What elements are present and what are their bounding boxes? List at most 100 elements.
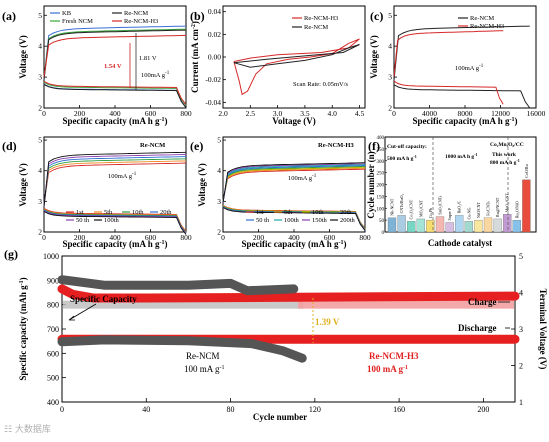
y-tick-label: 5 xyxy=(388,11,392,20)
legend-label: 20th xyxy=(340,209,352,216)
bar xyxy=(426,219,435,233)
x-tick-label: 2.5 xyxy=(246,109,256,118)
x-tick-label: 8000 xyxy=(458,109,473,118)
legend-label: 20th xyxy=(160,209,172,216)
x-axis-label: Cathode catalyst xyxy=(428,238,492,248)
charge-curve xyxy=(222,165,366,203)
bar xyxy=(397,215,406,233)
x-tick-label: 0 xyxy=(60,405,64,414)
voltage-gap-h3: 1.54 V xyxy=(104,63,122,70)
x-tick-label: 12000 xyxy=(491,109,510,118)
this-work-label: This work xyxy=(492,152,517,158)
bar-label: Super P xyxy=(447,207,452,220)
discharge-curve xyxy=(43,207,187,232)
x-tick-label: 40 xyxy=(142,405,150,414)
y-tick-label: 2 xyxy=(217,228,221,237)
y-tick-label: 4 xyxy=(217,166,221,175)
discharge-curve xyxy=(43,210,187,235)
legend: 1st 5th 10th 20th 50 th 100th 150th 200th xyxy=(246,209,356,224)
x-tick-label: 0 xyxy=(42,233,46,242)
y-tick-label: 3 xyxy=(38,73,42,82)
charge-band-re-ncm xyxy=(57,275,299,296)
discharge-curve xyxy=(43,209,187,234)
capacity-band-re-ncm xyxy=(63,300,304,309)
y-tick-label: 200 xyxy=(377,184,385,189)
y-axis-label: Voltage (V) xyxy=(369,35,379,78)
x-tick-label: 800 xyxy=(180,233,192,242)
y-tick-label: 0.00 xyxy=(208,53,221,62)
y-tick-label: 5 xyxy=(217,136,221,145)
legend-label: Re-NCM-H3 xyxy=(124,18,158,25)
y-axis-label: Cycle number (n) xyxy=(366,151,376,218)
charge-curve xyxy=(43,34,187,77)
rate-label: 100mA g-1 xyxy=(108,172,137,180)
charge-curve xyxy=(43,158,187,206)
x-tick-label: 600 xyxy=(145,109,157,118)
y-tick-label: 5 xyxy=(38,11,42,20)
x-tick-label: 0 xyxy=(392,109,396,118)
bar-label: MO₂/CNT xyxy=(418,199,423,217)
y-tick-label: 150 xyxy=(377,195,385,200)
y-tick-label: 400 xyxy=(47,398,59,407)
bar-label: SnO₂/CNTs xyxy=(438,195,443,214)
y-tick-label: 100 xyxy=(377,207,385,212)
y-tick-label: -0.02 xyxy=(205,75,221,84)
panel-label: (e) xyxy=(190,139,203,153)
y-axis-label: Specific capacity (mAh g-1) xyxy=(18,277,28,380)
y2-tick-label: 5 xyxy=(519,252,523,261)
y-tick-label: 3 xyxy=(38,197,42,206)
charge-label: Charge xyxy=(468,297,497,307)
panel-label: (c) xyxy=(370,9,383,23)
charge-curve xyxy=(43,156,187,206)
discharge-curve xyxy=(43,211,187,235)
bar xyxy=(387,217,397,233)
bar-label: Fe/CNTs xyxy=(486,201,491,216)
y-tick-label: 250 xyxy=(377,172,385,177)
x-tick-label: 120 xyxy=(309,405,321,414)
charge-curve xyxy=(393,25,530,81)
y-tick-label: 300 xyxy=(377,160,385,165)
panel-c: (c) 0 4000 8000 12000 16000 2 3 4 5 Specific cap… xyxy=(369,5,546,126)
legend-label: Re-NCM xyxy=(124,10,148,17)
bar xyxy=(407,221,416,233)
y-tick-label: 2 xyxy=(38,228,42,237)
bar xyxy=(464,221,473,233)
re-ncm-h3-label: Re-NCM-H3 xyxy=(369,351,419,361)
formula-label: Co₂Mn₃O₈/CC xyxy=(490,142,524,148)
y-tick-label: 0 xyxy=(382,231,385,236)
charge-curve xyxy=(43,162,187,204)
y-tick-label: 4 xyxy=(38,166,42,175)
charge-curve xyxy=(222,167,366,202)
legend: KB Fresh NCM Re-NCM Re-NCM-H3 xyxy=(50,10,158,25)
panel-label: (g) xyxy=(4,247,18,261)
y2-tick-label: 3 xyxy=(519,325,523,334)
y-tick-label: 0.02 xyxy=(208,30,221,39)
y-tick-label: 4 xyxy=(38,42,42,51)
bar-label: Ru₂O/NiO xyxy=(514,201,519,218)
cv-curve xyxy=(233,44,360,68)
y-tick-label: 600 xyxy=(47,349,59,358)
charge-curve xyxy=(222,166,366,202)
y-tick-label: 900 xyxy=(47,276,59,285)
panel-b: (b) 2.0 2.5 3.0 3.5 4.0 4.5 0.04 0.02 0.00 -0.02 -… xyxy=(190,5,366,126)
y-tick-label: 2 xyxy=(38,104,42,113)
charge-curve xyxy=(222,164,366,203)
rate-label: 100mA g-1 xyxy=(455,64,484,72)
y-tick-label: 5 xyxy=(38,136,42,145)
plot-frame xyxy=(393,5,537,109)
charge-curve xyxy=(43,160,187,205)
discharge-curve xyxy=(43,208,187,233)
voltage-delta-label: 1.39 V xyxy=(315,317,340,327)
discharge-curve xyxy=(43,84,187,109)
bar-label: NiO/CNT xyxy=(476,202,481,219)
x-tick-label: 400 xyxy=(109,109,121,118)
y-tick-label: 500 xyxy=(47,374,59,383)
legend-label: Re-NCM xyxy=(304,24,328,31)
charge-curve xyxy=(393,30,504,77)
cutoff-1000: 1000 mA h g-1 xyxy=(445,152,478,160)
charge-curve xyxy=(222,162,366,203)
legend-label: 5th xyxy=(104,209,113,216)
y2-axis-label: Terminal Voltage (V) xyxy=(538,289,548,370)
discharge-label: Discharge xyxy=(458,323,497,333)
